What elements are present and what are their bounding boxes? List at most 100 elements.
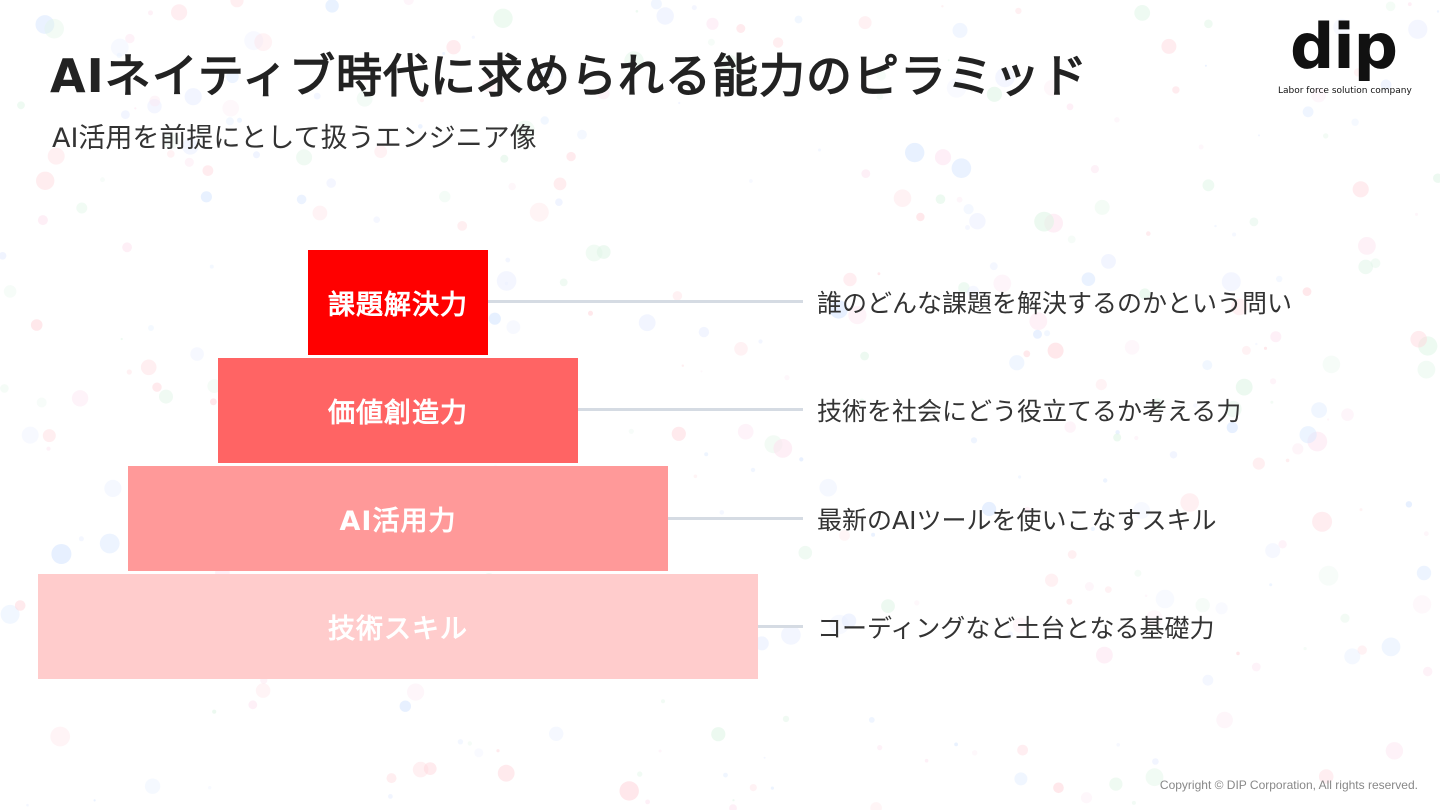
logo-wordmark: dip	[1290, 10, 1398, 83]
background-dot	[296, 149, 313, 166]
background-dot	[1202, 674, 1214, 686]
background-dot	[729, 804, 737, 810]
background-dot	[1146, 231, 1151, 236]
pyramid-level-technical-skills: 技術スキル	[38, 574, 758, 679]
background-dot	[207, 379, 222, 393]
background-dot	[1417, 360, 1436, 379]
background-dot	[1066, 598, 1073, 605]
background-dot	[1172, 86, 1180, 94]
background-dot	[1109, 777, 1123, 791]
background-dot	[254, 33, 273, 51]
background-dot	[78, 536, 84, 542]
background-dot	[566, 151, 576, 162]
connector-line-3	[668, 517, 803, 520]
background-dot	[35, 15, 55, 34]
background-dot	[515, 120, 535, 141]
background-dot	[1045, 573, 1059, 587]
background-dot	[439, 190, 451, 203]
background-dot	[935, 194, 946, 204]
background-dot	[969, 213, 986, 230]
background-dot	[126, 369, 132, 375]
background-dot	[230, 0, 244, 8]
background-dot	[1134, 4, 1151, 21]
background-dot	[1322, 355, 1341, 374]
connector-line-4	[758, 625, 803, 628]
background-dot	[1134, 435, 1139, 441]
background-dot	[1251, 662, 1261, 672]
background-dot	[1007, 631, 1014, 638]
background-dot	[754, 636, 769, 651]
background-dot	[529, 202, 549, 222]
background-dot	[706, 17, 719, 30]
background-dot	[148, 325, 154, 331]
background-dot	[1145, 768, 1164, 787]
background-dot	[505, 257, 511, 263]
background-dot	[707, 38, 715, 46]
background-dot	[1235, 378, 1253, 396]
background-dot	[1323, 133, 1329, 139]
background-dot	[1410, 330, 1427, 348]
background-dot	[44, 18, 64, 39]
background-dot	[356, 90, 373, 107]
background-dot	[76, 202, 88, 214]
background-dot	[848, 306, 867, 325]
background-dot	[951, 158, 972, 178]
company-logo: dip Labor force solution company	[1278, 10, 1413, 100]
background-dot	[388, 794, 393, 799]
background-dot	[190, 347, 204, 361]
background-dot	[993, 274, 1012, 293]
background-dot	[244, 31, 264, 51]
background-dot	[99, 533, 120, 554]
background-dot	[672, 291, 683, 301]
background-dot	[870, 802, 882, 810]
background-dot	[418, 124, 423, 129]
background-dot	[50, 726, 71, 747]
background-dot	[1380, 79, 1392, 91]
background-dot	[364, 78, 368, 82]
background-dot	[711, 727, 726, 742]
background-dot	[700, 370, 703, 373]
background-dot	[1263, 346, 1268, 350]
background-dot	[1385, 742, 1404, 760]
background-dot	[1198, 144, 1204, 150]
background-dot	[200, 191, 212, 203]
background-dot	[1318, 769, 1334, 784]
background-dot	[881, 599, 895, 613]
background-dot	[1285, 458, 1290, 463]
background-dot	[1202, 179, 1215, 192]
background-dot	[841, 613, 857, 629]
background-dot	[36, 171, 55, 190]
background-dot	[1015, 7, 1022, 15]
background-dot	[1236, 651, 1240, 656]
background-dot	[1009, 355, 1025, 371]
background-dot	[649, 69, 655, 75]
background-dot	[100, 177, 105, 183]
background-dot	[1215, 602, 1228, 615]
level-description-problem-solving: 誰のどんな課題を解決するのかという問い	[817, 289, 1293, 318]
background-dot	[1169, 451, 1178, 459]
background-dot	[149, 95, 161, 107]
background-dot	[198, 130, 203, 135]
background-dot	[1340, 613, 1350, 623]
background-dot	[1302, 106, 1314, 118]
background-dot	[42, 429, 56, 443]
background-dot	[656, 7, 674, 25]
background-dot	[934, 149, 952, 166]
background-dot	[868, 717, 875, 723]
background-dot	[467, 741, 472, 746]
background-dot	[1270, 331, 1282, 343]
background-dot	[941, 5, 944, 8]
background-dot	[3, 285, 17, 298]
background-dot	[1104, 586, 1112, 593]
background-dot	[1034, 211, 1054, 232]
background-dot	[1270, 378, 1277, 385]
background-dot	[1415, 212, 1418, 216]
background-dot	[1029, 312, 1048, 331]
background-dot	[312, 205, 328, 221]
background-dot	[549, 726, 564, 741]
background-dot	[1155, 589, 1175, 609]
background-dot	[723, 772, 728, 778]
background-dot	[1017, 744, 1028, 756]
background-dot	[253, 151, 260, 159]
background-dot	[1255, 342, 1258, 346]
